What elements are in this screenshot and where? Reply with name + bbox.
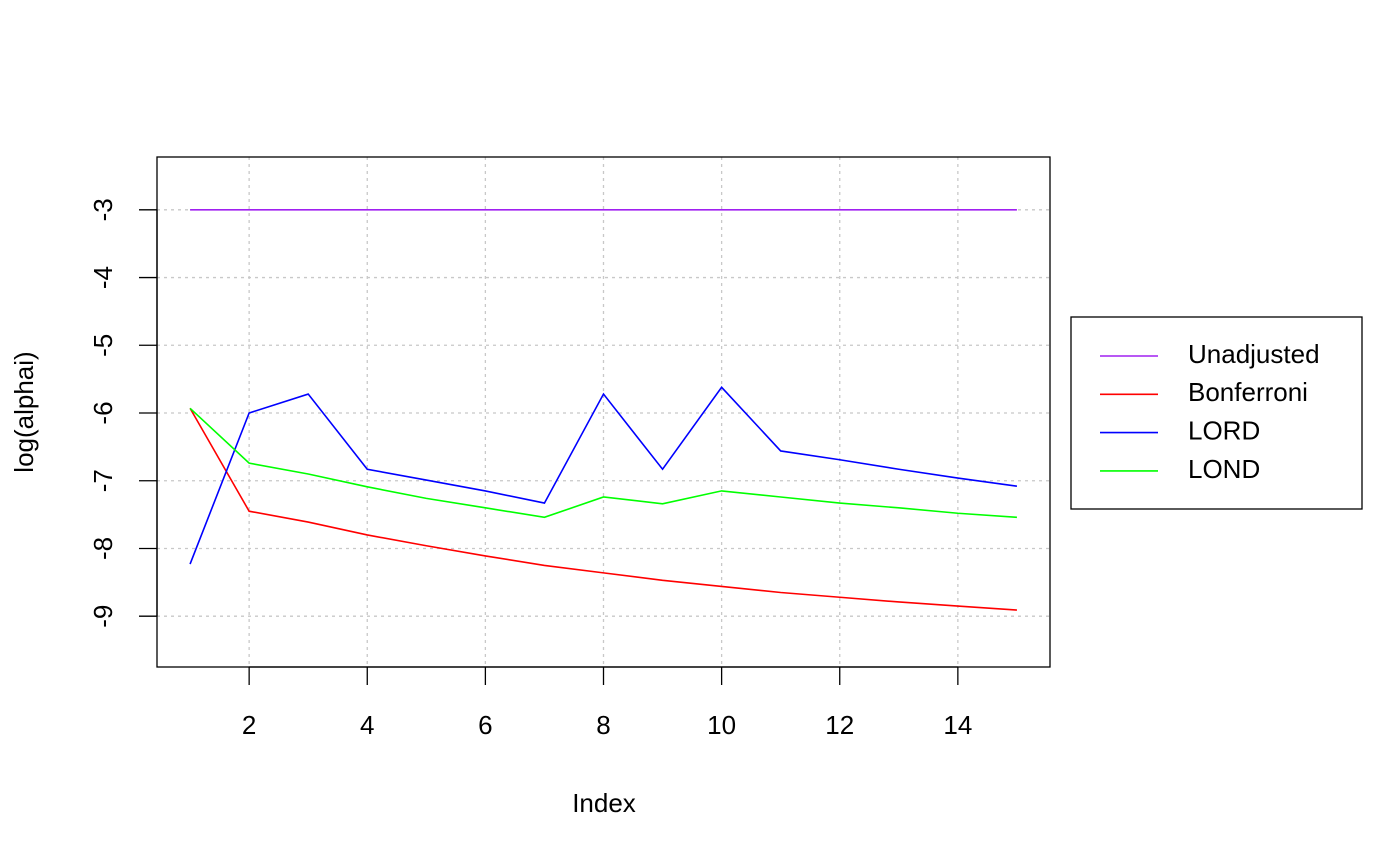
y-tick-label: -9	[88, 605, 118, 628]
legend-label: Unadjusted	[1188, 339, 1320, 369]
data-line	[189, 407, 1017, 519]
data-line	[189, 407, 1017, 611]
x-tick-label: 14	[943, 710, 972, 740]
y-tick-label: -8	[88, 537, 118, 560]
y-tick-label: -4	[88, 266, 118, 289]
legend-label: Bonferroni	[1188, 377, 1308, 407]
x-tick-label: 6	[478, 710, 492, 740]
x-tick-label: 10	[707, 710, 736, 740]
data-line	[189, 386, 1018, 565]
plot-frame	[156, 156, 1051, 668]
x-axis-label: Index	[572, 788, 636, 818]
legend: Unadjusted Bonferroni LORD LOND	[1070, 316, 1363, 510]
x-tick-label: 8	[596, 710, 610, 740]
legend-label: LOND	[1188, 454, 1260, 484]
y-tick-label: -6	[88, 401, 118, 424]
y-tick-label: -7	[88, 469, 118, 492]
y-tick-label: -3	[88, 198, 118, 221]
legend-box	[1070, 316, 1363, 510]
x-tick-label: 4	[360, 710, 374, 740]
x-tick-label: 2	[242, 710, 256, 740]
x-tick-label: 12	[825, 710, 854, 740]
y-axis-label: log(alphai)	[9, 351, 39, 472]
y-tick-label: -5	[88, 334, 118, 357]
legend-label: LORD	[1188, 415, 1260, 445]
